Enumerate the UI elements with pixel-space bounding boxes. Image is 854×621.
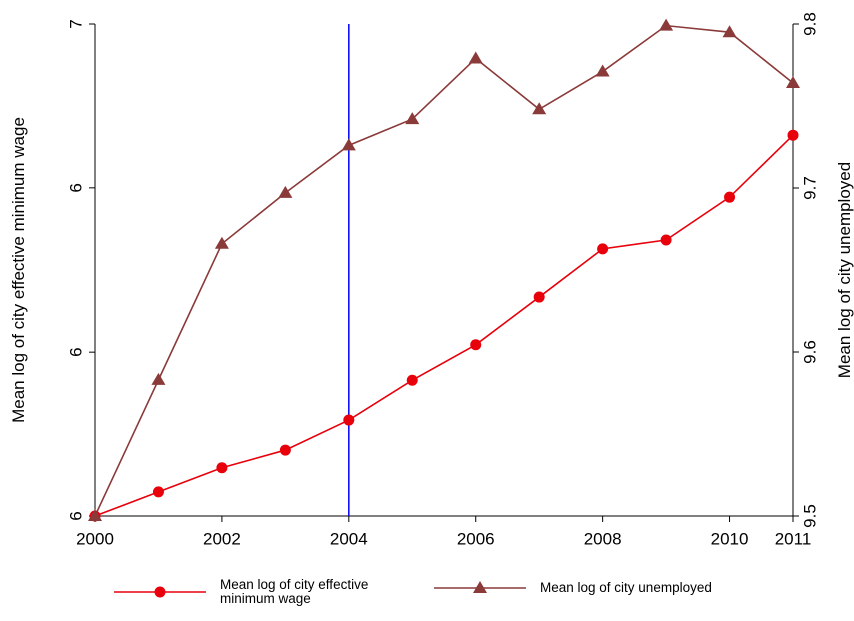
series-line bbox=[94, 134, 794, 517]
circle-marker bbox=[597, 243, 609, 255]
circle-marker bbox=[343, 414, 355, 426]
y2-tick-label: 9.7 bbox=[800, 176, 819, 200]
legend-key bbox=[434, 581, 526, 593]
y2-axis-title: Mean log of city unemployed bbox=[835, 162, 854, 378]
circle-marker bbox=[154, 586, 166, 598]
y-tick-label: 6 bbox=[66, 511, 85, 520]
triangle-marker bbox=[88, 509, 102, 521]
circle-marker bbox=[152, 486, 164, 498]
y-tick-label: 7 bbox=[66, 19, 85, 28]
y2-tick-label: 9.5 bbox=[800, 504, 819, 528]
circle-marker bbox=[406, 374, 418, 386]
x-tick-label: 2008 bbox=[584, 529, 622, 548]
triangle-marker bbox=[341, 138, 356, 151]
series-line bbox=[94, 24, 794, 517]
triangle-marker bbox=[151, 372, 166, 385]
x-tick-label: 2010 bbox=[711, 529, 749, 548]
triangle-marker bbox=[722, 25, 737, 38]
circle-marker bbox=[279, 444, 291, 456]
triangle-marker bbox=[468, 51, 483, 64]
legend-key bbox=[114, 586, 206, 598]
triangle-marker bbox=[214, 236, 229, 249]
y2-tick-label: 9.8 bbox=[800, 12, 819, 36]
circle-marker bbox=[533, 291, 545, 303]
triangle-marker bbox=[595, 64, 610, 77]
chart: Mean log of city effective minimum wage … bbox=[9, 12, 854, 548]
legend-label: Mean log of city effective minimum wage bbox=[220, 577, 369, 606]
y-tick-label: 6 bbox=[66, 347, 85, 356]
circle-marker bbox=[787, 129, 799, 141]
circle-marker bbox=[216, 462, 228, 474]
triangle-marker bbox=[405, 112, 420, 125]
legend-item: Mean log of city unemployed bbox=[430, 578, 712, 598]
triangle-marker bbox=[278, 185, 293, 198]
y-axis-title: Mean log of city effective minimum wage bbox=[9, 117, 28, 423]
circle-marker bbox=[660, 234, 672, 246]
triangle-marker bbox=[786, 76, 800, 89]
legend-label: Mean log of city unemployed bbox=[540, 580, 712, 595]
triangle-marker bbox=[473, 581, 487, 593]
legend: Mean log of city effective minimum wage M… bbox=[110, 574, 810, 618]
circle-marker bbox=[470, 339, 482, 351]
x-tick-label: 2011 bbox=[775, 529, 812, 548]
triangle-marker bbox=[659, 18, 674, 31]
circle-marker bbox=[724, 191, 736, 203]
y2-tick-label: 9.6 bbox=[800, 340, 819, 364]
legend-item: Mean log of city effective minimum wage bbox=[110, 578, 410, 606]
x-tick-label: 2006 bbox=[457, 529, 495, 548]
x-tick-label: 2002 bbox=[203, 529, 241, 548]
triangle-marker bbox=[532, 102, 547, 115]
x-tick-label: 2004 bbox=[330, 529, 368, 548]
y-tick-label: 6 bbox=[66, 183, 85, 192]
x-tick-label: 2000 bbox=[76, 529, 114, 548]
